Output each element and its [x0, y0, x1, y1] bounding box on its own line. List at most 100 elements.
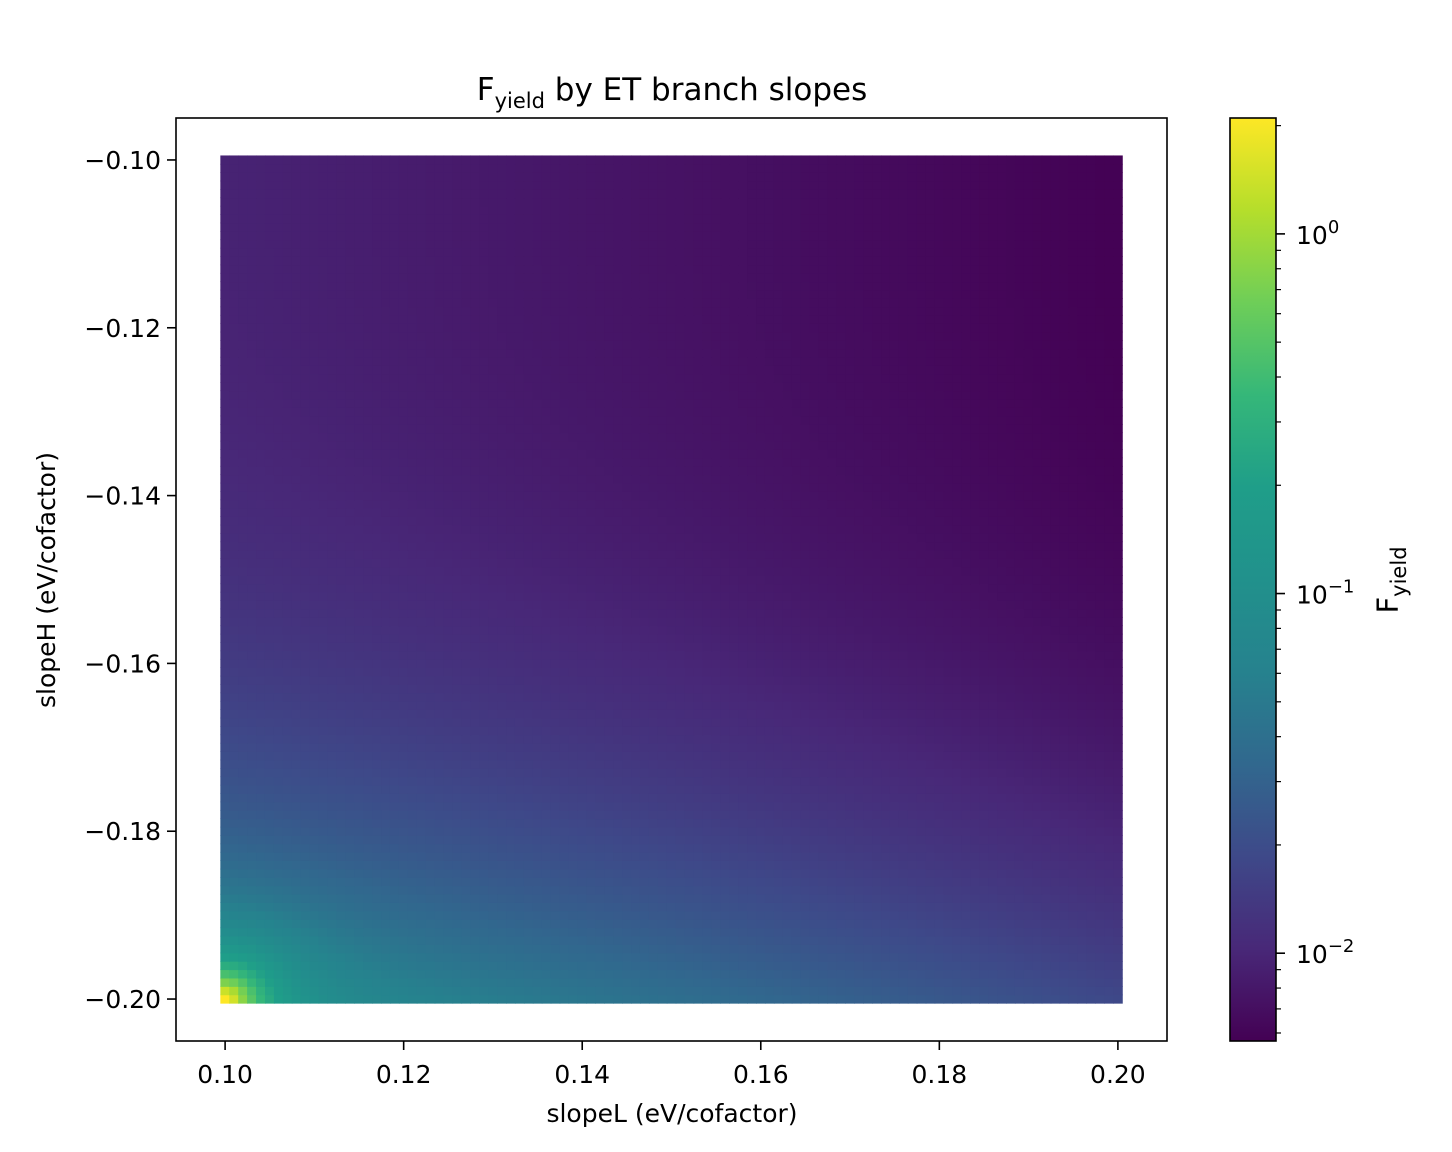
heatmap-cell [318, 675, 329, 685]
heatmap-cell [506, 709, 516, 719]
heatmap-cell [907, 658, 918, 668]
heatmap-cell [389, 667, 400, 677]
heatmap-cell [220, 625, 230, 635]
heatmap-cell [273, 692, 284, 702]
heatmap-cell [541, 591, 552, 601]
heatmap-cell [345, 919, 355, 929]
heatmap-cell [416, 893, 427, 903]
heatmap-cell [639, 776, 650, 786]
heatmap-cell [1077, 616, 1088, 627]
heatmap-cell [952, 784, 963, 794]
heatmap-cell [523, 600, 534, 610]
heatmap-cell [773, 944, 784, 954]
heatmap-cell [684, 826, 695, 836]
heatmap-cell [309, 776, 320, 786]
heatmap-cell [836, 935, 846, 945]
heatmap-cell [1059, 675, 1070, 685]
heatmap-cell [738, 809, 748, 820]
heatmap-cell [264, 835, 275, 845]
heatmap-cell [961, 860, 971, 870]
heatmap-cell [1032, 927, 1043, 937]
heatmap-cell [229, 927, 239, 937]
heatmap-cell [988, 700, 998, 710]
heatmap-cell [1023, 809, 1034, 820]
heatmap-cell [506, 868, 516, 878]
heatmap-cell [1006, 893, 1016, 903]
heatmap-cell [1014, 885, 1025, 895]
heatmap-cell [309, 919, 320, 929]
heatmap-cell [657, 684, 668, 694]
heatmap-cell [747, 952, 757, 962]
heatmap-cell [568, 835, 579, 845]
heatmap-cell [1059, 751, 1070, 761]
heatmap-cell [363, 717, 373, 727]
heatmap-cell [881, 818, 891, 828]
heatmap-cell [1014, 843, 1025, 853]
heatmap-cell [907, 868, 918, 878]
heatmap-cell [639, 818, 650, 828]
heatmap-cell [336, 684, 347, 694]
heatmap-cell [309, 759, 320, 769]
heatmap-cell [345, 600, 355, 610]
heatmap-cell [550, 684, 561, 694]
heatmap-cell [952, 776, 963, 786]
heatmap-cell [711, 591, 722, 601]
heatmap-cell [854, 877, 864, 887]
heatmap-cell [327, 851, 338, 861]
heatmap-cell [595, 625, 605, 635]
heatmap-cell [470, 684, 480, 694]
heatmap-cell [434, 885, 445, 895]
heatmap-cell [398, 742, 409, 752]
heatmap-cell [327, 751, 338, 761]
heatmap-cell [943, 843, 954, 853]
heatmap-cell [836, 969, 846, 979]
heatmap-cell [264, 625, 275, 635]
heatmap-cell [720, 650, 730, 660]
heatmap-cell [648, 818, 659, 828]
heatmap-cell [327, 952, 338, 962]
heatmap-cell [532, 784, 543, 794]
heatmap-cell [354, 667, 364, 677]
heatmap-cell [354, 809, 364, 820]
heatmap-cell [452, 960, 463, 971]
heatmap-cell [613, 885, 623, 895]
heatmap-cell [595, 675, 605, 685]
heatmap-cell [854, 977, 864, 987]
heatmap-cell [684, 885, 695, 895]
heatmap-cell [506, 927, 516, 937]
heatmap-cell [648, 809, 659, 820]
heatmap-cell [541, 650, 552, 660]
heatmap-cell [238, 885, 248, 895]
heatmap-cell [1050, 768, 1061, 778]
heatmap-cell [1006, 692, 1016, 702]
heatmap-cell [657, 935, 668, 945]
heatmap-cell [639, 826, 650, 836]
heatmap-cell [845, 952, 855, 962]
heatmap-cell [443, 700, 454, 710]
heatmap-cell [354, 935, 364, 945]
heatmap-cell [523, 818, 534, 828]
heatmap-cell [693, 608, 704, 618]
heatmap-cell [354, 986, 364, 996]
heatmap-cell [961, 843, 971, 853]
heatmap-cell [791, 801, 802, 811]
heatmap-cell [514, 600, 525, 610]
heatmap-cell [916, 826, 927, 836]
heatmap-cell [559, 759, 570, 769]
heatmap-cell [970, 616, 980, 627]
heatmap-cell [497, 835, 507, 845]
heatmap-cell [747, 868, 757, 878]
heatmap-cell [1014, 642, 1025, 652]
heatmap-cell [997, 893, 1007, 903]
heatmap-cell [818, 994, 829, 1004]
heatmap-cell [1086, 784, 1096, 794]
heatmap-cell [863, 759, 873, 769]
heatmap-cell [604, 952, 614, 962]
heatmap-cell [925, 625, 936, 635]
heatmap-cell [684, 633, 695, 643]
heatmap-cell [747, 784, 757, 794]
heatmap-cell [952, 919, 963, 929]
heatmap-cell [220, 776, 230, 786]
heatmap-cell [675, 893, 686, 903]
heatmap-cell [1023, 994, 1034, 1004]
